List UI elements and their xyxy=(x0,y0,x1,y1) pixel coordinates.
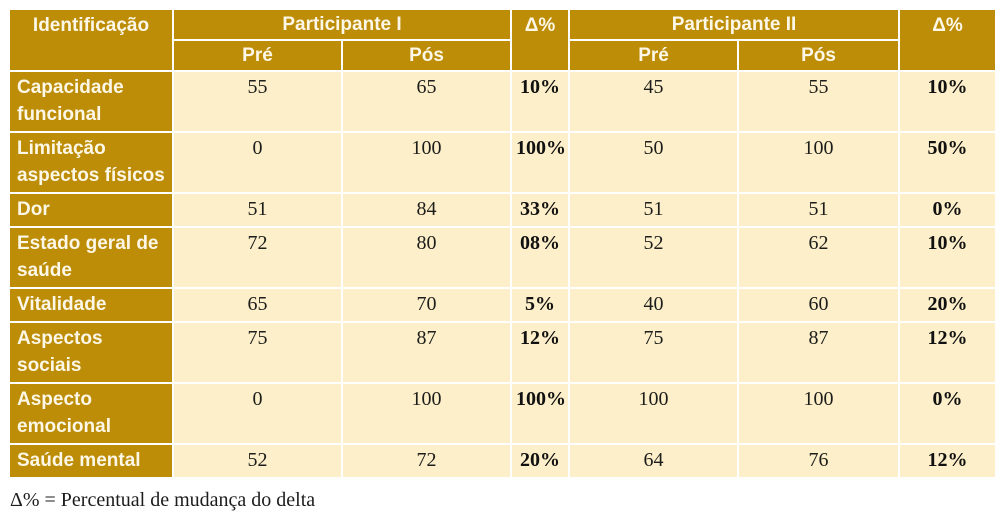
cell-p2-pre: 45 xyxy=(568,70,740,133)
cell-p1-pos: 70 xyxy=(340,287,513,323)
cell-p2-pos: 55 xyxy=(737,70,901,133)
row-label: Saúde mental xyxy=(8,443,174,479)
row-label: Estado geral de saúde xyxy=(8,226,174,289)
table-row: Dor 51 84 33% 51 51 0% xyxy=(8,192,998,228)
cell-p2-pre: 100 xyxy=(568,382,740,445)
cell-p1-pos: 80 xyxy=(340,226,513,289)
cell-p2-pos: 76 xyxy=(737,443,901,479)
cell-p1-pre: 0 xyxy=(172,382,343,445)
cell-p2-pos: 87 xyxy=(737,321,901,384)
cell-p2-pos: 51 xyxy=(737,192,901,228)
cell-p1-pre: 72 xyxy=(172,226,343,289)
cell-p2-pre: 50 xyxy=(568,131,740,194)
header-delta-1: Δ% xyxy=(510,8,571,72)
cell-delta-1: 08% xyxy=(510,226,571,289)
row-label: Aspecto emocional xyxy=(8,382,174,445)
cell-delta-1: 20% xyxy=(510,443,571,479)
table-row: Aspecto emocional 0 100 100% 100 100 0% xyxy=(8,382,998,445)
header-row-1: Identificação Participante I Δ% Particip… xyxy=(8,8,998,72)
cell-p2-pos: 62 xyxy=(737,226,901,289)
header-participant-2: Participante II xyxy=(568,8,901,41)
cell-p1-pos: 100 xyxy=(340,382,513,445)
cell-delta-1: 100% xyxy=(510,382,571,445)
cell-delta-1: 5% xyxy=(510,287,571,323)
cell-delta-1: 33% xyxy=(510,192,571,228)
row-label: Aspectos sociais xyxy=(8,321,174,384)
row-label: Limitação aspectos físicos xyxy=(8,131,174,194)
cell-delta-1: 100% xyxy=(510,131,571,194)
cell-delta-2: 12% xyxy=(898,321,998,384)
cell-p2-pos: 100 xyxy=(737,382,901,445)
cell-delta-2: 0% xyxy=(898,382,998,445)
cell-delta-2: 10% xyxy=(898,70,998,133)
cell-delta-2: 10% xyxy=(898,226,998,289)
header-row-2: Pré Pós Pré Pós xyxy=(9,39,996,72)
cell-delta-1: 12% xyxy=(510,321,571,384)
cell-p1-pos: 84 xyxy=(340,192,513,228)
cell-p1-pos: 72 xyxy=(340,443,513,479)
cell-p1-pos: 87 xyxy=(340,321,513,384)
cell-p1-pre: 65 xyxy=(172,287,343,323)
cell-delta-2: 0% xyxy=(898,192,998,228)
table-footnote: Δ% = Percentual de mudança do delta xyxy=(10,489,316,511)
table-row: Capacidade funcional 55 65 10% 45 55 10% xyxy=(8,70,998,133)
cell-p1-pos: 65 xyxy=(340,70,513,133)
results-table: Identificação Participante I Δ% Particip… xyxy=(8,8,998,479)
header-participant-1: Participante I xyxy=(171,8,513,41)
page: Identificação Participante I Δ% Particip… xyxy=(8,8,998,511)
header-p2-pre: Pré xyxy=(568,39,740,72)
row-label: Vitalidade xyxy=(8,287,174,323)
row-label: Capacidade funcional xyxy=(8,70,174,133)
cell-p1-pre: 75 xyxy=(172,321,343,384)
cell-p2-pre: 64 xyxy=(568,443,740,479)
cell-p2-pre: 52 xyxy=(568,226,740,289)
header-identification: Identificação xyxy=(8,8,174,72)
table-row: Vitalidade 65 70 5% 40 60 20% xyxy=(8,287,998,323)
table-body: Capacidade funcional 55 65 10% 45 55 10%… xyxy=(8,70,998,479)
header-p2-pos: Pós xyxy=(737,39,901,72)
table-row: Limitação aspectos físicos 0 100 100% 50… xyxy=(8,131,998,194)
cell-p2-pre: 40 xyxy=(568,287,740,323)
cell-delta-2: 50% xyxy=(898,131,998,194)
cell-delta-2: 20% xyxy=(898,287,998,323)
cell-p1-pre: 52 xyxy=(172,443,343,479)
cell-p2-pre: 51 xyxy=(568,192,740,228)
cell-p1-pre: 0 xyxy=(172,131,343,194)
row-label: Dor xyxy=(8,192,174,228)
cell-p1-pos: 100 xyxy=(340,131,513,194)
table-row: Estado geral de saúde 72 80 08% 52 62 10… xyxy=(8,226,998,289)
cell-p1-pre: 51 xyxy=(172,192,343,228)
cell-p2-pos: 60 xyxy=(737,287,901,323)
table-row: Saúde mental 52 72 20% 64 76 12% xyxy=(8,443,998,479)
cell-delta-2: 12% xyxy=(898,443,998,479)
table-header: Identificação Participante I Δ% Particip… xyxy=(8,8,998,72)
cell-delta-1: 10% xyxy=(510,70,571,133)
table-row: Aspectos sociais 75 87 12% 75 87 12% xyxy=(8,321,998,384)
cell-p2-pre: 75 xyxy=(568,321,740,384)
cell-p2-pos: 100 xyxy=(737,131,901,194)
header-p1-pre: Pré xyxy=(172,39,343,72)
cell-p1-pre: 55 xyxy=(172,70,343,133)
header-delta-2: Δ% xyxy=(898,8,998,72)
header-p1-pos: Pós xyxy=(340,39,513,72)
